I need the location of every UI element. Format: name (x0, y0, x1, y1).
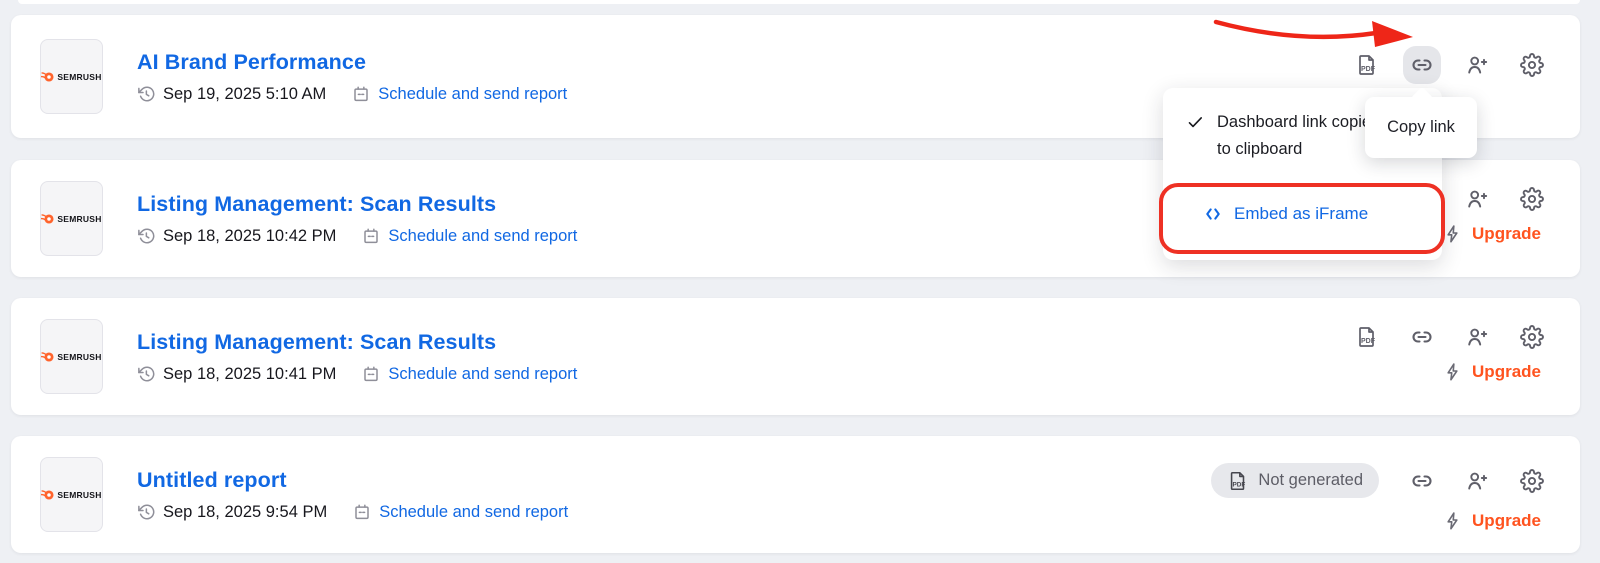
pdf-status-badge: Not generated (1211, 463, 1379, 498)
report-thumbnail[interactable]: SEMRUSH (40, 39, 103, 114)
previous-card-edge (18, 0, 1580, 4)
lightning-bolt-icon (1447, 225, 1458, 243)
upgrade-label: Upgrade (1472, 224, 1541, 243)
history-clock-icon (138, 86, 155, 102)
link-copied-text: Dashboard link copied to clipboard (1217, 113, 1381, 158)
report-timestamp: Sep 19, 2025 5:10 AM (163, 84, 327, 103)
copy-link-icon[interactable] (1410, 325, 1434, 349)
report-timestamp: Sep 18, 2025 9:54 PM (163, 502, 328, 521)
report-card: SEMRUSH Untitled report Sep 18, 2025 9:5… (11, 436, 1580, 553)
semrush-logo-icon (41, 489, 55, 500)
pdf-icon[interactable] (1355, 53, 1379, 77)
report-timestamp: Sep 18, 2025 10:41 PM (163, 364, 337, 383)
embed-as-iframe-label: Embed as iFrame (1234, 204, 1369, 223)
schedule-send-report-link[interactable]: Schedule and send report (378, 84, 568, 103)
copy-link-tooltip-label: Copy link (1387, 118, 1455, 136)
settings-gear-icon[interactable] (1520, 468, 1544, 493)
report-thumbnail[interactable]: SEMRUSH (40, 181, 103, 256)
calendar-icon (355, 504, 369, 520)
upgrade-link[interactable]: Upgrade (1443, 362, 1541, 382)
pdf-icon[interactable] (1355, 325, 1379, 349)
invite-user-icon[interactable] (1465, 469, 1489, 493)
embed-as-iframe-menu-item[interactable]: Embed as iFrame (1205, 204, 1368, 224)
semrush-logo-text: SEMRUSH (57, 213, 102, 224)
report-thumbnail[interactable]: SEMRUSH (40, 457, 103, 532)
invite-user-icon[interactable] (1465, 325, 1489, 349)
upgrade-label: Upgrade (1472, 511, 1541, 530)
upgrade-link[interactable]: Upgrade (1443, 224, 1541, 244)
report-title-link[interactable]: Listing Management: Scan Results (137, 329, 497, 354)
report-timestamp: Sep 18, 2025 10:42 PM (163, 226, 337, 245)
code-embed-icon (1206, 208, 1220, 220)
semrush-logo-text: SEMRUSH (57, 71, 102, 82)
history-clock-icon (138, 504, 155, 520)
lightning-bolt-icon (1447, 512, 1458, 530)
calendar-icon (364, 228, 379, 244)
report-thumbnail[interactable]: SEMRUSH (40, 319, 103, 394)
report-title-link[interactable]: Listing Management: Scan Results (137, 191, 497, 216)
copy-link-icon[interactable] (1410, 53, 1434, 77)
semrush-logo-icon (41, 71, 55, 82)
report-card: SEMRUSH Listing Management: Scan Results… (11, 298, 1580, 415)
schedule-send-report-link[interactable]: Schedule and send report (388, 226, 578, 245)
schedule-send-report-link[interactable]: Schedule and send report (388, 364, 578, 383)
history-clock-icon (138, 366, 155, 382)
semrush-logo-icon (41, 351, 55, 362)
pdf-icon (1231, 471, 1247, 490)
semrush-logo-text: SEMRUSH (57, 489, 102, 500)
copy-link-tooltip: Copy link (1365, 97, 1477, 158)
report-title-link[interactable]: AI Brand Performance (137, 49, 367, 74)
checkmark-icon (1188, 117, 1202, 128)
lightning-bolt-icon (1447, 363, 1458, 381)
report-title-link[interactable]: Untitled report (137, 467, 287, 492)
calendar-icon (364, 366, 379, 382)
schedule-send-report-link[interactable]: Schedule and send report (379, 502, 569, 521)
history-clock-icon (138, 228, 155, 244)
settings-gear-icon[interactable] (1520, 53, 1544, 77)
semrush-logo-icon (41, 213, 55, 224)
invite-user-icon[interactable] (1465, 187, 1489, 211)
upgrade-label: Upgrade (1472, 362, 1541, 381)
invite-user-icon[interactable] (1465, 53, 1489, 77)
settings-gear-icon[interactable] (1520, 325, 1544, 349)
calendar-icon (354, 86, 369, 102)
copy-link-icon[interactable] (1410, 469, 1434, 493)
upgrade-link[interactable]: Upgrade (1443, 511, 1541, 531)
pdf-status-text: Not generated (1258, 471, 1363, 489)
semrush-logo-text: SEMRUSH (57, 351, 102, 362)
link-copied-confirmation: Dashboard link copied to clipboard (1187, 109, 1381, 163)
settings-gear-icon[interactable] (1520, 187, 1544, 211)
